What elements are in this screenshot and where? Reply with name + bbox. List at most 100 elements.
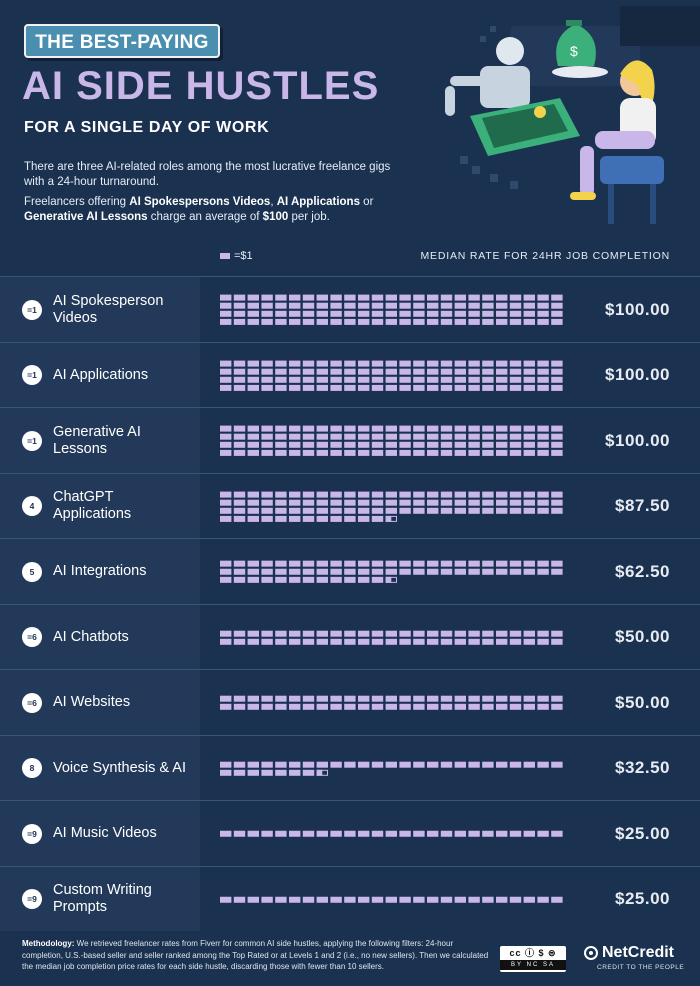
dollar-unit: [523, 491, 535, 498]
dollar-unit: [302, 433, 315, 440]
dollar-unit: [399, 630, 411, 637]
dollar-unit: [358, 433, 370, 440]
dollar-unit: [509, 560, 522, 567]
dollar-unit: [537, 441, 549, 448]
category-label: Generative AI Lessons: [53, 423, 141, 457]
dollar-unit: [261, 499, 273, 506]
dollar-unit: [496, 318, 508, 325]
dollar-unit: [427, 302, 439, 309]
dollar-unit: [454, 761, 466, 768]
dollar-unit: [551, 449, 563, 456]
dollar-unit: [509, 896, 522, 903]
dollar-unit: [385, 695, 397, 702]
dollar-unit: [371, 294, 384, 301]
dollar-unit: [537, 310, 549, 317]
dollar-unit: [399, 499, 411, 506]
dollar-unit: [330, 761, 342, 768]
dollar-unit: [509, 318, 522, 325]
dollar-unit: [523, 830, 535, 837]
rank-badge: 5: [22, 561, 42, 582]
dollar-unit: [440, 425, 453, 432]
rank-badge: =9: [22, 889, 42, 910]
dollar-unit: [537, 761, 549, 768]
dollar-unit: [427, 830, 439, 837]
dollar-unit: [523, 433, 535, 440]
value-label: $25.00: [615, 823, 670, 843]
dollar-unit: [537, 360, 549, 367]
dollar-unit: [330, 294, 342, 301]
dollar-unit: [247, 638, 259, 645]
dollar-unit: [247, 576, 259, 583]
dollar-unit: [247, 368, 259, 375]
dollar-unit: [358, 441, 370, 448]
dollar-unit: [302, 499, 315, 506]
dollar-unit: [289, 376, 301, 383]
dollar-unit: [509, 360, 522, 367]
intro-text-2: Freelancers offering AI Spokespersons Vi…: [24, 196, 374, 223]
dollar-unit: [509, 695, 522, 702]
dollar-unit: [496, 695, 508, 702]
dollar-unit: [220, 425, 232, 432]
pictograph-bar: [220, 830, 563, 837]
dollar-unit: [454, 703, 466, 710]
dollar-unit: [220, 638, 232, 645]
dollar-unit: [233, 360, 246, 367]
value-label: $25.00: [615, 889, 670, 909]
dollar-unit: [496, 425, 508, 432]
dollar-unit: [482, 449, 494, 456]
dollar-unit: [358, 568, 370, 575]
dollar-unit: [523, 638, 535, 645]
dollar-unit: [427, 376, 439, 383]
dollar-unit: [330, 830, 342, 837]
dollar-unit: [289, 302, 301, 309]
dollar-unit: [537, 449, 549, 456]
dollar-unit: [302, 368, 315, 375]
dollar-unit: [385, 384, 397, 391]
dollar-unit: [261, 384, 273, 391]
dollar-unit: [344, 368, 356, 375]
dollar-unit: [289, 318, 301, 325]
dollar-unit: [523, 318, 535, 325]
legend-label: =$1: [234, 250, 253, 262]
dollar-unit: [316, 384, 328, 391]
dollar-unit: [289, 449, 301, 456]
legend-unit-swatch: [220, 253, 230, 259]
dollar-unit: [399, 360, 411, 367]
dollar-unit: [289, 515, 301, 522]
dollar-unit: [358, 507, 370, 514]
dollar-unit: [482, 896, 494, 903]
dollar-unit: [289, 507, 301, 514]
dollar-unit: [496, 630, 508, 637]
dollar-unit: [496, 568, 508, 575]
methodology-note: Methodology: We retrieved freelancer rat…: [22, 939, 489, 971]
dollar-unit: [468, 695, 480, 702]
dollar-unit: [289, 384, 301, 391]
dollar-unit: [551, 318, 563, 325]
dollar-unit: [509, 376, 522, 383]
dollar-unit: [233, 499, 246, 506]
dollar-unit: [385, 630, 397, 637]
dollar-unit: [496, 491, 508, 498]
dollar-unit: [316, 360, 328, 367]
chart-row: 5 AI Integrations $62.50: [0, 538, 700, 604]
dollar-unit: [358, 294, 370, 301]
dollar-unit: [413, 703, 425, 710]
dollar-unit: [482, 491, 494, 498]
dollar-unit: [371, 830, 384, 837]
dollar-unit: [220, 441, 232, 448]
dollar-unit: [468, 368, 480, 375]
dollar-unit: [371, 695, 384, 702]
dollar-unit: [537, 568, 549, 575]
dollar-unit: [261, 310, 273, 317]
dollar-unit: [344, 491, 356, 498]
dollar-unit: [302, 638, 315, 645]
pixel-decoration: [460, 26, 518, 189]
dollar-unit: [482, 507, 494, 514]
dollar-unit: [537, 830, 549, 837]
dollar-unit: [330, 310, 342, 317]
chart-row: 8 Voice Synthesis & AI $32.50: [0, 734, 700, 800]
dollar-unit: [358, 576, 370, 583]
dollar-unit: [220, 360, 232, 367]
dollar-unit: [358, 318, 370, 325]
dollar-unit: [330, 425, 342, 432]
